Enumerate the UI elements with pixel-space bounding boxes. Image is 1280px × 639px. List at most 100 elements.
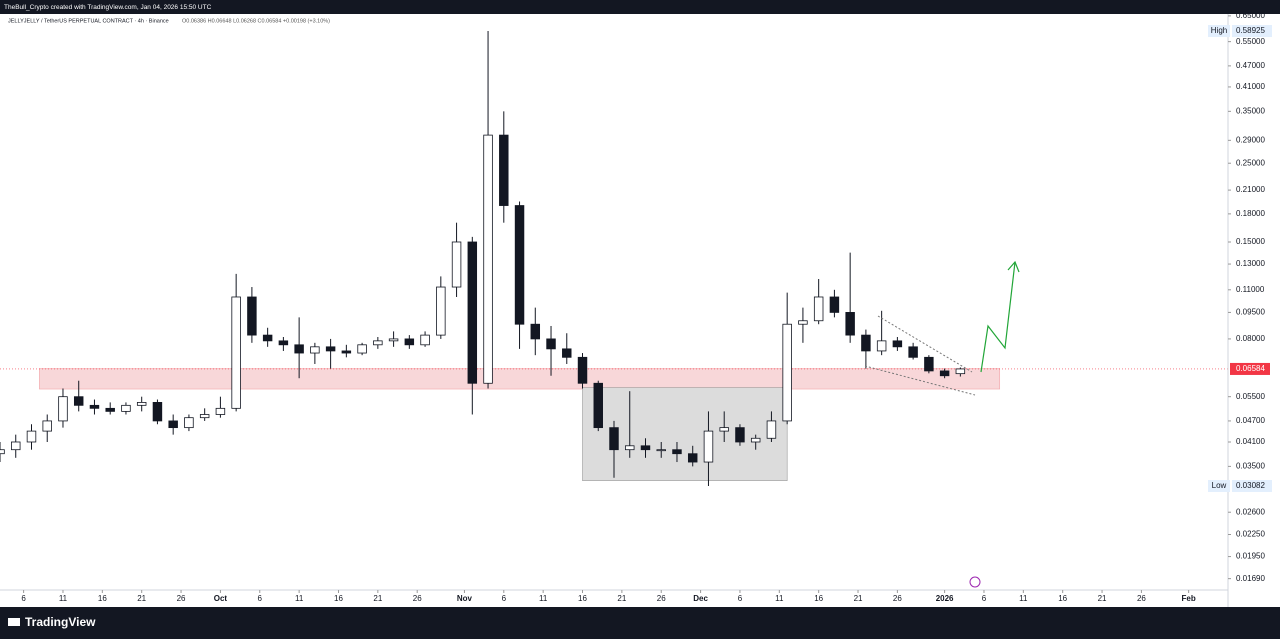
candle-body: [625, 445, 635, 451]
candle-body: [388, 338, 399, 342]
x-tick-label: Nov: [457, 594, 473, 603]
candle-body: [451, 241, 462, 288]
candle-body: [782, 323, 792, 422]
candle-body: [908, 346, 918, 358]
x-tick-label: 26: [177, 594, 186, 603]
y-tick-label: 0.21000: [1236, 185, 1265, 194]
candle-body: [184, 417, 194, 429]
x-tick-label: 6: [21, 594, 26, 603]
candle-body: [294, 344, 304, 354]
candle-body: [514, 205, 525, 325]
candle-body: [436, 286, 446, 336]
x-tick-label: Feb: [1182, 594, 1196, 603]
x-tick-label: 16: [578, 594, 587, 603]
candle-body: [42, 420, 52, 432]
x-tick-label: Oct: [214, 594, 228, 603]
x-tick-label: 26: [893, 594, 902, 603]
candle-body: [310, 346, 320, 354]
candle-body: [325, 346, 336, 352]
x-tick-label: 16: [1058, 594, 1067, 603]
y-tick-label: 0.04100: [1236, 437, 1265, 446]
candle-body: [924, 356, 934, 372]
y-tick-label: 0.09500: [1236, 308, 1265, 317]
x-tick-label: 6: [738, 594, 743, 603]
logo-mark: [8, 618, 20, 626]
drawings: [864, 260, 1020, 588]
x-tick-label: 6: [258, 594, 263, 603]
candle-body: [467, 241, 478, 384]
credit: TheBull_Crypto created with TradingView.…: [4, 4, 212, 11]
candle-body: [719, 427, 729, 432]
marker-name-box: [1208, 479, 1230, 492]
y-tick-label: 0.29000: [1236, 135, 1265, 144]
x-tick-label: 16: [814, 594, 823, 603]
x-tick-label: 26: [1137, 594, 1146, 603]
x-tick-label: 21: [1098, 594, 1107, 603]
y-tick-label: 0.55000: [1236, 37, 1265, 46]
candle-body: [58, 396, 68, 422]
x-tick-label: 21: [617, 594, 626, 603]
candle-body: [562, 348, 572, 358]
candle-body: [136, 402, 147, 406]
candle-body: [939, 370, 950, 377]
y-tick-label: 0.35000: [1236, 106, 1265, 115]
x-tick-label: 11: [295, 594, 304, 603]
candle-body: [546, 338, 556, 350]
candle-body: [483, 134, 493, 384]
x-tick-label: 21: [854, 594, 863, 603]
candle-body: [656, 449, 666, 452]
arrow-head: [1007, 260, 1020, 273]
candle-body: [955, 368, 966, 375]
x-tick-label: 16: [334, 594, 343, 603]
candle-body: [121, 404, 131, 412]
footer-bar: [0, 607, 1280, 639]
candle-body: [766, 420, 777, 439]
x-tick-label: 11: [1019, 594, 1028, 603]
x-tick-label: 11: [775, 594, 784, 603]
candle-body: [735, 427, 745, 443]
candle-body: [357, 344, 367, 354]
candle-body: [231, 296, 241, 409]
x-tick-label: 11: [59, 594, 68, 603]
y-tick-label: 0.03500: [1236, 461, 1265, 470]
y-tick-label: 0.08000: [1236, 334, 1265, 343]
y-tick-label: 0.18000: [1236, 209, 1265, 218]
y-tick-label: 0.02250: [1236, 530, 1265, 539]
y-tick-label: 0.15000: [1236, 237, 1265, 246]
marker-value-box: [1232, 479, 1272, 492]
symbol: JELLYJELLY / TetherUS PERPETUAL CONTRACT…: [8, 18, 169, 24]
candle-body: [11, 441, 21, 451]
candle-body: [892, 340, 903, 348]
brand: TradingView: [25, 615, 96, 629]
y-tick-label: 0.04700: [1236, 416, 1265, 425]
candle-body: [499, 134, 509, 206]
x-tick-label: 26: [657, 594, 666, 603]
marker-name: Low: [1212, 481, 1227, 490]
candle-body: [577, 356, 588, 384]
y-tick-label: 0.25000: [1236, 158, 1265, 167]
candle-body: [687, 453, 698, 463]
candle-body: [530, 323, 541, 340]
y-tick-label: 0.05500: [1236, 392, 1265, 401]
top-bar: [0, 0, 1280, 14]
ohlc: O0.06386 H0.06648 L0.06268 C0.06584 +0.0…: [182, 18, 330, 24]
candle-body: [609, 427, 619, 451]
candle-body: [373, 340, 383, 346]
candle-body: [89, 404, 100, 409]
marker-value: 0.03082: [1236, 481, 1265, 490]
candle-body: [0, 449, 5, 455]
y-tick-label: 0.11000: [1236, 285, 1265, 294]
x-tick-label: 11: [539, 594, 548, 603]
y-tick-label: 0.65000: [1236, 11, 1265, 20]
x-tick-label: 2026: [936, 594, 954, 603]
candle-body: [420, 334, 430, 346]
x-tick-label: Dec: [693, 594, 708, 603]
candle-body: [341, 350, 352, 354]
plot-area: [0, 31, 1228, 486]
event-icon[interactable]: [969, 576, 981, 588]
candle-body: [404, 338, 415, 346]
y-tick-label: 0.13000: [1236, 259, 1265, 268]
last-price-box: [1230, 362, 1270, 375]
candle-body: [593, 382, 603, 429]
